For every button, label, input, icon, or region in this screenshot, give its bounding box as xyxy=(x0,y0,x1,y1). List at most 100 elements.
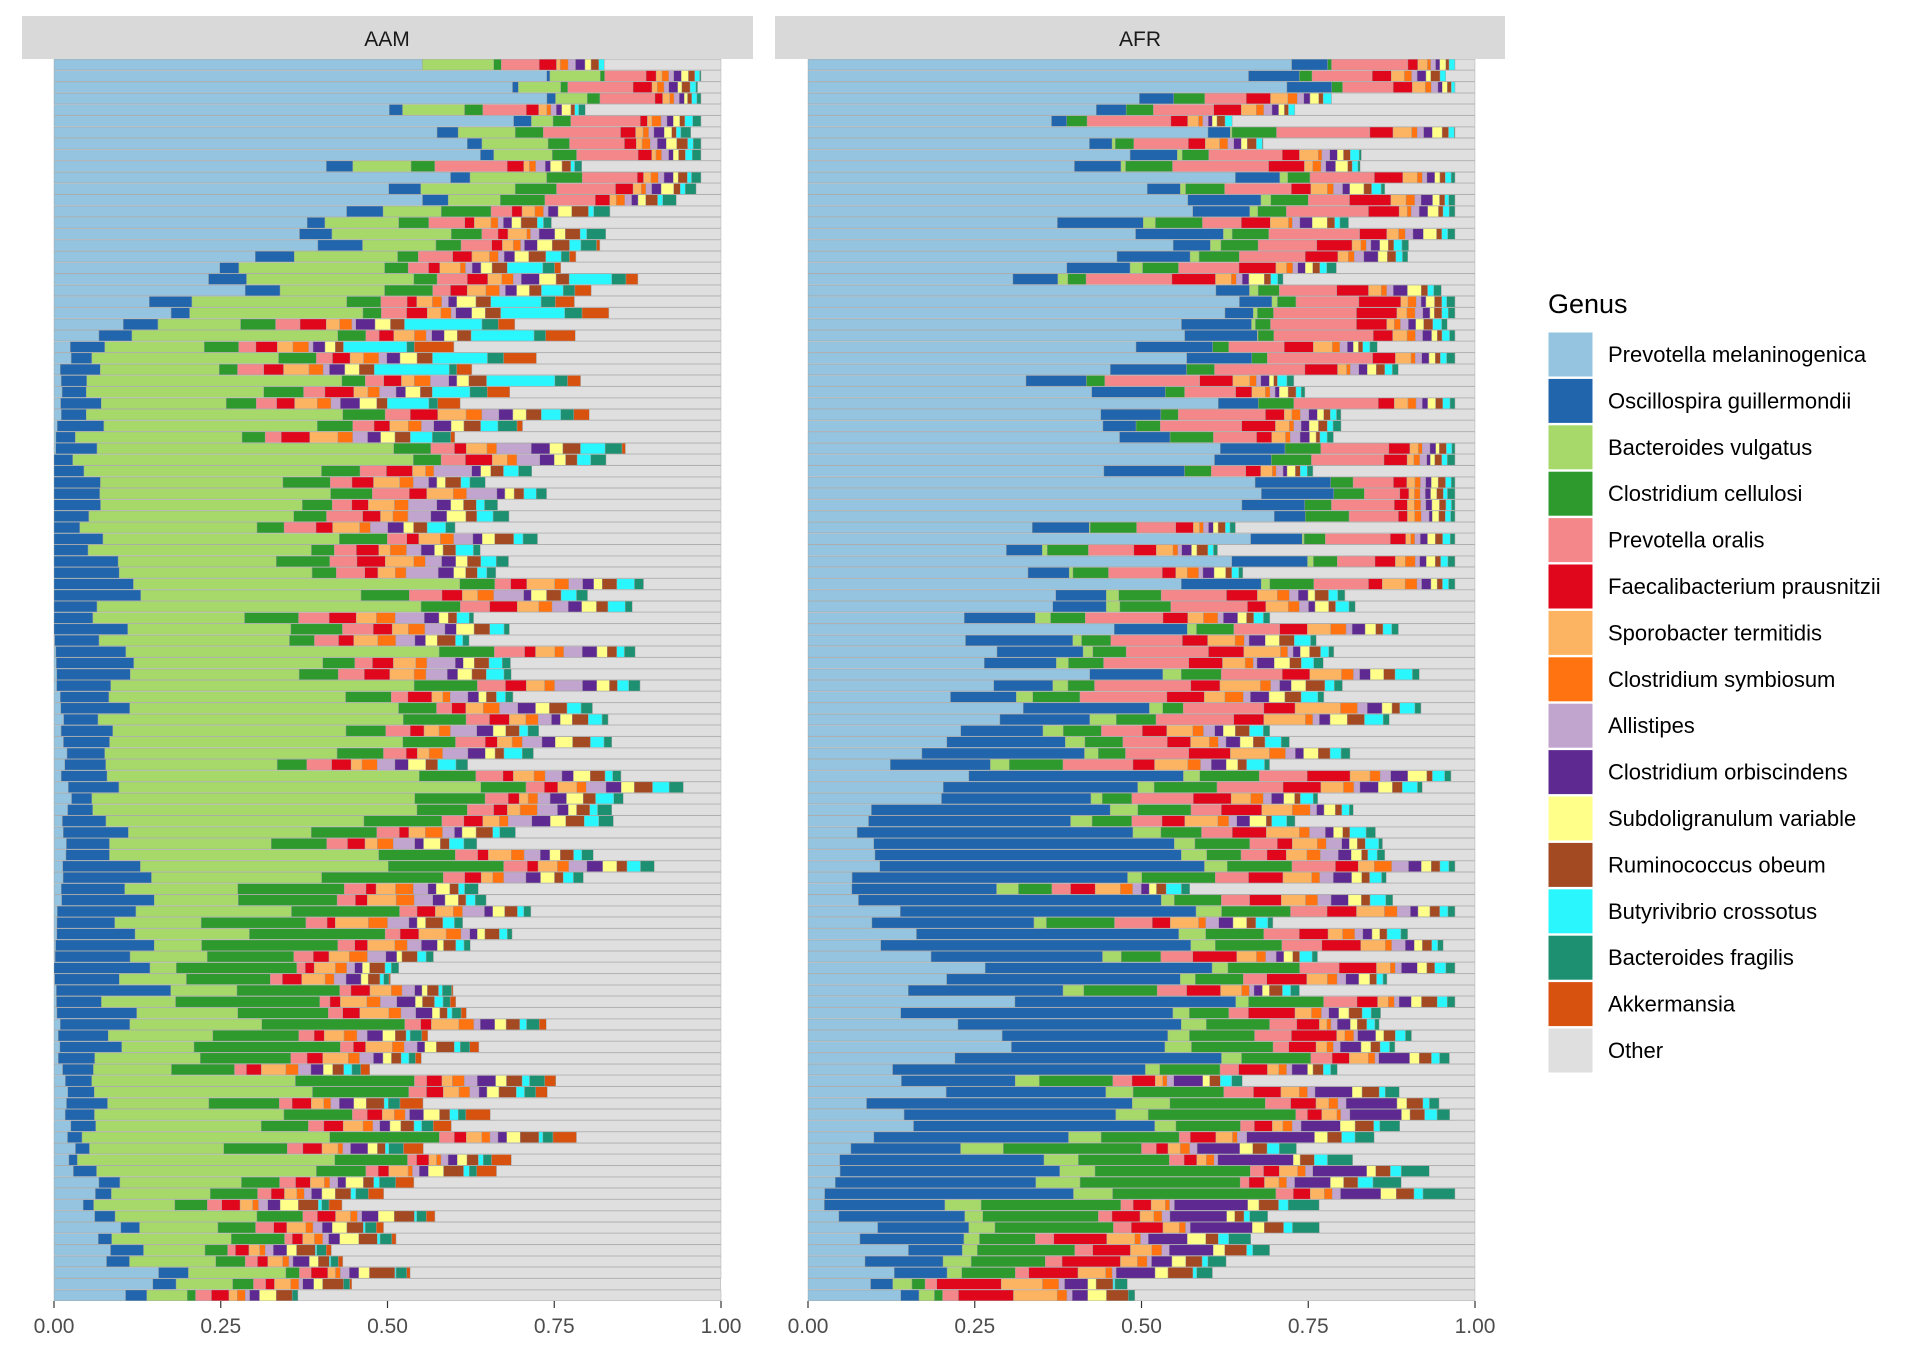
bar-segment-afr-57-12 xyxy=(1300,657,1314,669)
bar-segment-afr-89-11 xyxy=(1434,296,1442,308)
bar-segment-afr-4-13 xyxy=(1207,1255,1227,1268)
bar-segment-aam-104-2 xyxy=(457,126,516,138)
bar-segment-afr-67-12 xyxy=(1207,544,1214,556)
bar-segment-afr-67-9 xyxy=(1181,544,1192,556)
legend-swatch-14 xyxy=(1547,981,1594,1028)
bar-segment-afr-68-13 xyxy=(1449,533,1456,545)
bar-segment-afr-63-1 xyxy=(1055,589,1107,601)
bar-segment-aam-16-13 xyxy=(421,1120,434,1132)
bar-segment-aam-24-15 xyxy=(427,1030,722,1042)
bar-segment-afr-46-13 xyxy=(1417,781,1423,793)
bar-segment-afr-20-3 xyxy=(1039,1075,1114,1087)
bar-segment-afr-64-0 xyxy=(807,578,1182,590)
bar-segment-afr-5-11 xyxy=(1224,1244,1247,1256)
bar-segment-afr-6-11 xyxy=(1205,1233,1219,1245)
bar-segment-aam-7-6 xyxy=(286,1222,306,1234)
bar-segment-afr-110-7 xyxy=(1427,59,1431,71)
bar-segment-afr-78-10 xyxy=(1308,420,1319,432)
bar-segment-aam-96-15 xyxy=(551,217,722,229)
bar-segment-aam-75-10 xyxy=(554,454,566,466)
bar-segment-afr-52-3 xyxy=(1116,713,1157,726)
bar-segment-afr-22-4 xyxy=(1310,1052,1333,1064)
bar-segment-aam-91-12 xyxy=(568,273,613,285)
bar-segment-aam-1-10 xyxy=(259,1289,277,1301)
bar-segment-aam-20-0 xyxy=(53,1075,66,1087)
bar-segment-afr-18-6 xyxy=(1315,1097,1329,1109)
bar-segment-afr-62-3 xyxy=(1119,601,1171,613)
bar-segment-afr-22-10 xyxy=(1409,1052,1420,1064)
bar-segment-aam-35-5 xyxy=(416,905,436,918)
bar-segment-aam-94-1 xyxy=(317,239,363,251)
bar-segment-afr-37-10 xyxy=(1148,883,1157,895)
bar-segment-afr-95-7 xyxy=(1398,228,1406,240)
bar-segment-afr-32-6 xyxy=(1360,939,1386,951)
bar-segment-afr-85-5 xyxy=(1284,341,1314,353)
bar-segment-afr-45-3 xyxy=(1101,793,1133,805)
bar-segment-afr-31-1 xyxy=(930,951,1103,963)
bar-segment-afr-70-12 xyxy=(1445,510,1451,522)
bar-segment-aam-106-10 xyxy=(561,104,572,116)
bar-segment-aam-84-0 xyxy=(53,352,72,364)
bar-segment-aam-108-10 xyxy=(677,81,683,93)
bar-segment-afr-54-5 xyxy=(1166,691,1205,703)
bar-segment-aam-47-1 xyxy=(60,770,108,782)
bar-segment-afr-37-9 xyxy=(1140,883,1150,895)
bar-segment-aam-106-4 xyxy=(482,104,527,116)
bar-segment-afr-77-5 xyxy=(1256,431,1272,443)
bar-segment-afr-70-4 xyxy=(1348,510,1399,522)
bar-segment-afr-49-13 xyxy=(1340,747,1351,759)
bar-segment-afr-110-4 xyxy=(1331,59,1409,71)
bar-segment-aam-57-6 xyxy=(393,657,416,669)
bar-segment-aam-92-5 xyxy=(428,262,440,274)
bar-segment-afr-100-2 xyxy=(1279,172,1288,184)
bar-segment-aam-6-9 xyxy=(328,1233,340,1245)
legend-label-7: Clostridium symbiosum xyxy=(1608,667,1835,692)
bar-segment-afr-31-13 xyxy=(1311,951,1318,963)
bar-segment-aam-27-9 xyxy=(396,996,416,1008)
bar-segment-aam-1-6 xyxy=(228,1289,238,1301)
bar-segment-afr-44-6 xyxy=(1261,804,1293,816)
bar-segment-aam-47-13 xyxy=(612,770,622,782)
bar-segment-aam-61-1 xyxy=(53,612,94,624)
bar-segment-afr-28-0 xyxy=(807,984,909,997)
bar-segment-aam-27-7 xyxy=(366,996,381,1008)
bar-segment-afr-55-12 xyxy=(1324,680,1335,692)
bar-segment-afr-67-3 xyxy=(1047,544,1089,556)
bar-segment-aam-103-8 xyxy=(650,138,658,150)
bar-segment-aam-107-3 xyxy=(587,92,601,105)
bar-segment-aam-76-14 xyxy=(621,442,626,455)
bar-segment-aam-98-7 xyxy=(615,194,625,206)
bar-segment-aam-43-6 xyxy=(482,815,500,827)
bar-segment-afr-71-7 xyxy=(1414,499,1422,511)
bar-segment-aam-64-3 xyxy=(459,578,496,590)
bar-segment-afr-33-9 xyxy=(1362,928,1373,940)
bar-segment-afr-110-1 xyxy=(1291,59,1328,71)
bar-segment-afr-91-1 xyxy=(1012,273,1059,285)
bar-segment-afr-110-11 xyxy=(1445,59,1450,71)
bar-segment-aam-3-6 xyxy=(327,1267,336,1279)
bar-segment-aam-8-1 xyxy=(94,1210,116,1222)
bar-segment-aam-28-15 xyxy=(452,984,722,997)
bar-segment-aam-30-9 xyxy=(354,962,363,974)
bar-segment-aam-79-12 xyxy=(541,409,561,421)
bar-segment-aam-109-5 xyxy=(645,70,657,82)
bar-segment-afr-8-10 xyxy=(1226,1210,1235,1222)
bar-segment-aam-38-0 xyxy=(53,872,64,884)
bar-segment-afr-79-10 xyxy=(1317,409,1324,421)
legend: Genus Prevotella melaninogenicaOscillosp… xyxy=(1547,289,1881,1074)
bar-segment-aam-82-15 xyxy=(580,375,722,387)
bar-segment-afr-69-1 xyxy=(1032,522,1090,534)
bar-segment-afr-12-11 xyxy=(1375,1165,1391,1177)
bar-segment-aam-39-10 xyxy=(602,860,618,872)
bar-segment-afr-109-12 xyxy=(1439,70,1446,82)
bar-segment-aam-17-2 xyxy=(94,1109,285,1121)
bar-segment-afr-21-11 xyxy=(1312,1063,1324,1076)
bar-segment-afr-63-0 xyxy=(807,589,1056,601)
bar-segment-aam-9-8 xyxy=(258,1199,269,1211)
bar-segment-afr-108-6 xyxy=(1412,81,1426,93)
bar-segment-afr-83-6 xyxy=(1337,363,1347,376)
bar-segment-aam-14-14 xyxy=(403,1143,424,1155)
bar-segment-afr-53-10 xyxy=(1381,702,1393,714)
bar-segment-aam-24-10 xyxy=(382,1030,396,1042)
bar-segment-aam-92-6 xyxy=(439,262,461,274)
